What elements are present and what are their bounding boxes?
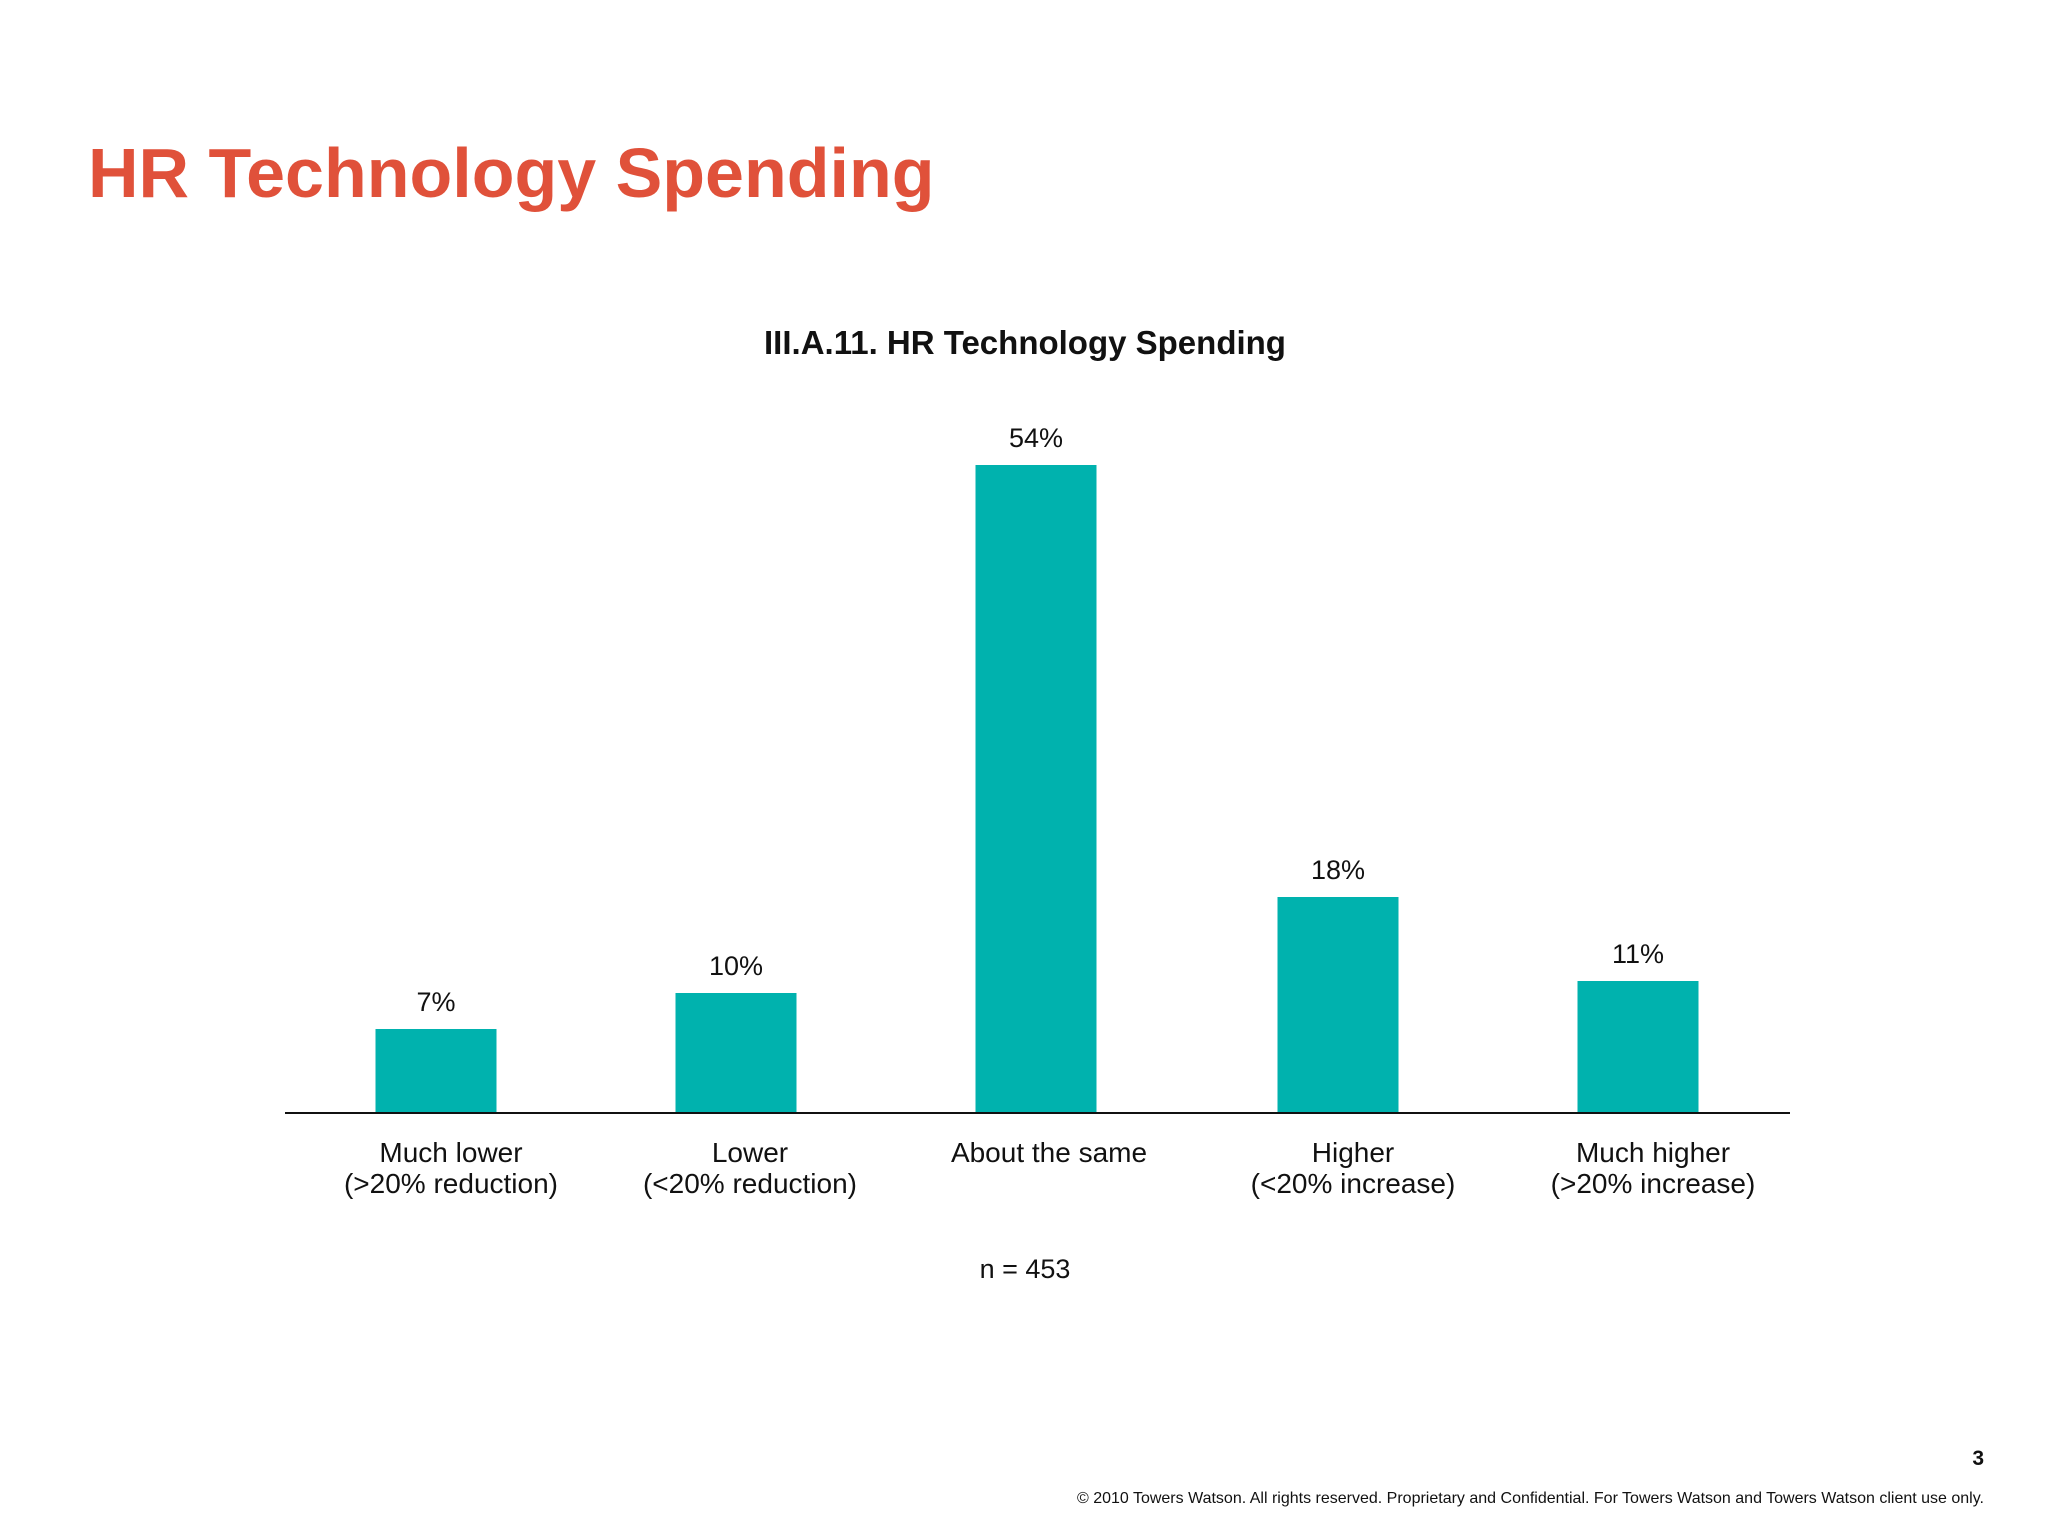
category-label-4-line-1: Higher [1312,1137,1394,1168]
page-number: 3 [1972,1447,1984,1470]
category-label-1-line-2: (>20% reduction) [344,1168,558,1199]
category-label-4-line-2: (<20% increase) [1251,1168,1456,1199]
bar-value-label-1: 7% [416,987,455,1017]
category-label-2-line-2: (<20% reduction) [643,1168,857,1199]
category-label-1-line-1: Much lower [379,1137,522,1168]
bar-value-label-5: 11% [1612,939,1664,969]
category-label-2-line-1: Lower [712,1137,788,1168]
bar-1 [375,1029,497,1113]
category-label-5-line-2: (>20% increase) [1551,1168,1756,1199]
bar-2 [675,993,797,1113]
category-label-3-line-1: About the same [951,1137,1147,1168]
bar-4 [1277,897,1399,1113]
sample-size-note: n = 453 [980,1254,1071,1284]
copyright-footer: © 2010 Towers Watson. All rights reserve… [1076,1490,1984,1507]
bar-value-label-2: 10% [709,951,763,981]
bar-5 [1577,981,1699,1113]
bar-value-label-3: 54% [1009,423,1063,453]
bar-3 [975,465,1097,1113]
slide-title: HR Technology Spending [88,134,935,212]
chart-title: III.A.11. HR Technology Spending [764,324,1286,361]
category-label-5-line-1: Much higher [1576,1137,1730,1168]
bar-value-label-4: 18% [1311,855,1365,885]
